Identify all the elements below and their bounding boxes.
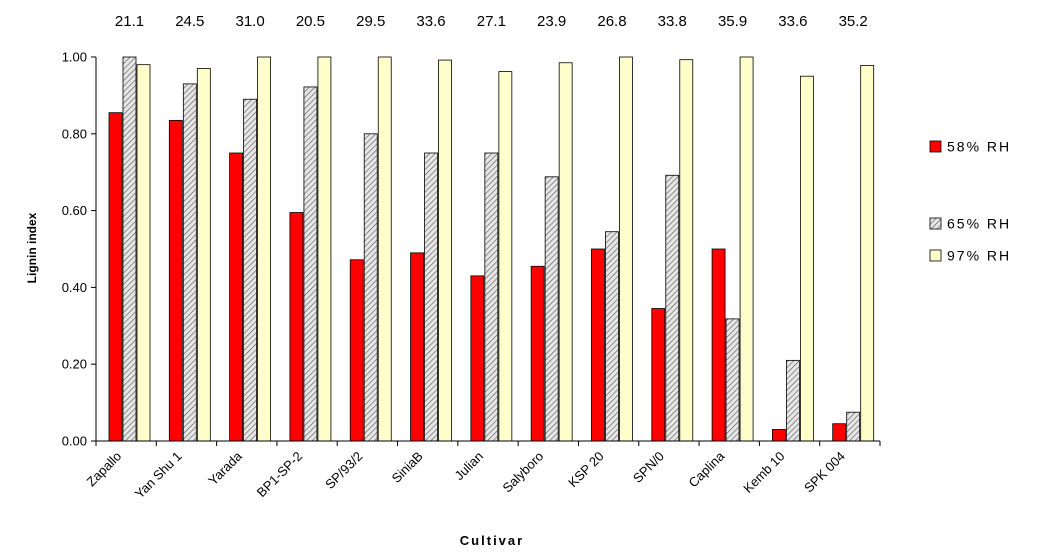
top-value-label: 31.0 [236,13,265,30]
y-tick-label: 0.20 [62,357,87,372]
top-value-label: 24.5 [175,13,204,30]
y-axis: 0.00 0.20 0.40 0.60 0.80 1.00 [62,50,97,449]
bar [679,59,694,442]
x-tick-label: Kemb 10 [740,449,787,496]
top-value-label: 26.8 [597,13,626,30]
x-tick-label: Yarada [205,448,245,488]
top-value-label: 33.8 [658,13,687,30]
x-tick-label: SPK 004 [801,449,848,496]
x-tick-label: Yan Shu 1 [132,449,185,502]
bar [530,265,545,442]
bar [860,65,875,442]
x-axis: Zapallo Yan Shu 1 Yarada BP1-SP-2 SP/93/2 Sin… [84,440,881,502]
bar [196,68,211,442]
y-tick-label: 0.60 [62,203,87,218]
bar [739,56,754,442]
top-value-label: 20.5 [296,13,325,30]
legend-label: 58% RH [947,139,1011,155]
bar [136,64,151,442]
bar [470,275,485,442]
bar [122,56,137,442]
x-tick-label: BP1-SP-2 [254,449,305,500]
y-tick-label: 1.00 [62,50,87,65]
bar [771,429,786,442]
legend-swatch [929,140,942,153]
bar [725,318,740,442]
bar [377,56,392,442]
bar [591,248,605,442]
top-value-label: 35.2 [839,13,868,30]
y-tick-label: 0.00 [62,434,87,449]
bar [498,71,513,442]
bar [410,252,424,442]
legend-swatch [929,217,942,230]
x-tick-label: KSP 20 [565,449,607,491]
top-value-label: 27.1 [477,13,506,30]
bar [363,133,378,442]
bar [558,62,573,442]
y-axis-title: Lignin index [25,212,39,283]
bar [832,423,847,442]
x-tick-label: SPN/0 [630,449,667,486]
legend-label: 65% RH [947,216,1011,232]
legend: 58% RH 65% RH 97% RH [929,139,1011,264]
bar [182,83,197,442]
bar [229,152,244,442]
legend-label: 97% RH [947,248,1011,264]
bar [243,98,258,442]
legend-swatch [929,249,942,262]
bar [711,248,726,442]
bar [785,359,800,442]
bar [665,174,680,442]
bar [605,231,619,442]
bar [846,411,861,442]
bar [438,59,452,442]
top-value-label: 33.6 [416,13,445,30]
bar [317,56,332,442]
x-tick-label: Zapallo [84,449,125,490]
top-value-label: 33.6 [778,13,807,30]
x-tick-label: Julian [451,449,486,484]
bar [257,56,272,442]
bar [799,75,814,442]
bars [108,56,875,442]
x-tick-label: SP/93/2 [322,449,365,492]
bar [484,152,499,442]
bar [303,86,318,442]
bar [349,259,364,442]
bar [544,176,559,442]
bar [424,152,438,442]
top-value-label: 21.1 [115,13,144,30]
x-axis-title: Cultivar [460,533,524,548]
top-value-label: 29.5 [356,13,385,30]
y-tick-label: 0.80 [62,126,87,141]
bar [289,212,304,442]
bar [651,308,666,442]
top-value-label: 35.9 [718,13,747,30]
x-tick-label: SiniaB [389,449,426,486]
x-tick-label: Caplina [686,448,728,490]
y-tick-label: 0.40 [62,280,87,295]
x-tick-label: Salyboro [500,449,547,496]
bar [168,119,183,442]
top-label-row: 21.1 24.5 31.0 20.5 29.5 33.6 27.1 23.9 26.8 33.8… [115,13,868,30]
bar [619,56,633,442]
top-value-label: 23.9 [537,13,566,30]
bar [108,112,123,442]
